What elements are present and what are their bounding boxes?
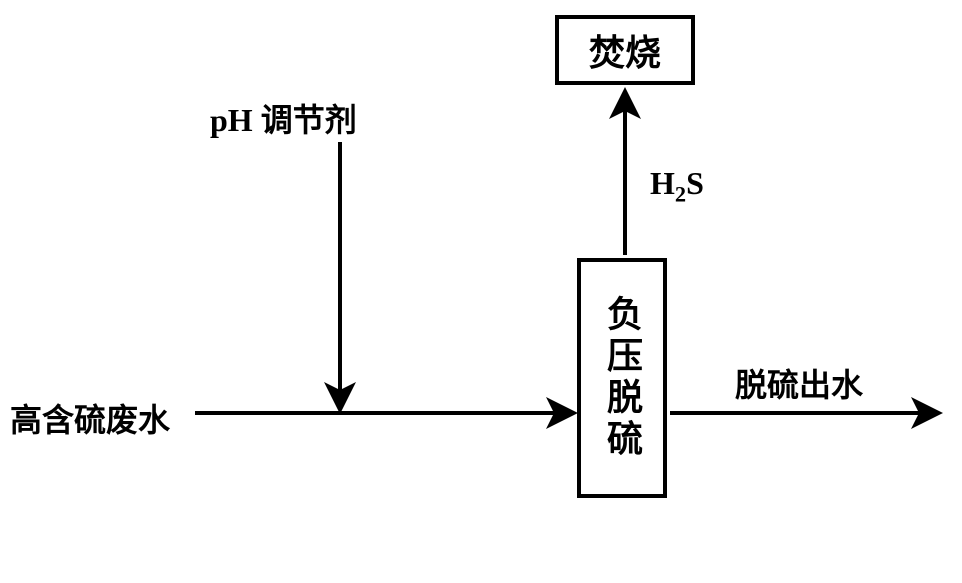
arrows-layer: [0, 0, 962, 583]
